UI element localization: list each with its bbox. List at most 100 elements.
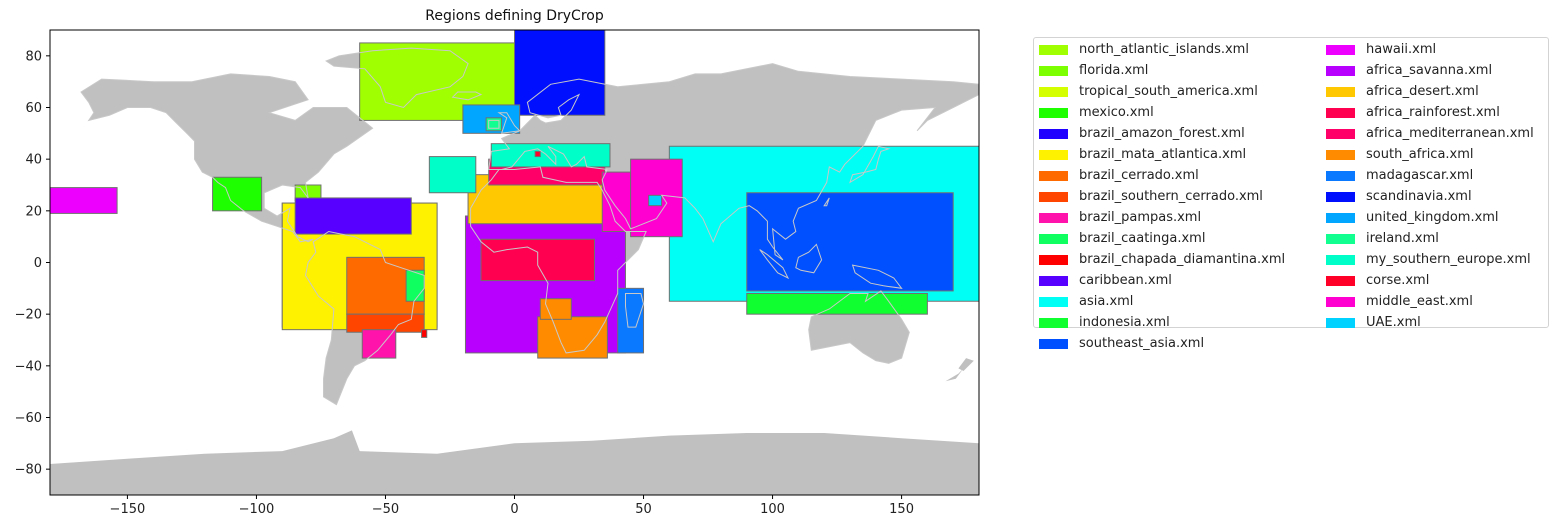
- legend-label: caribbean.xml: [1079, 273, 1172, 288]
- x-tick-label: 0: [510, 502, 518, 517]
- region-box: [428, 156, 477, 194]
- x-tick-label: −100: [239, 502, 275, 517]
- legend-swatch: [1039, 149, 1068, 160]
- legend-swatch: [1039, 254, 1068, 265]
- legend-swatch: [1326, 44, 1355, 55]
- legend-swatch: [1039, 107, 1068, 118]
- legend-label: africa_rainforest.xml: [1366, 105, 1500, 120]
- coastline: [488, 63, 979, 261]
- legend-item: brazil_mata_atlantica.xml: [1039, 144, 1246, 165]
- landmass: [945, 368, 964, 382]
- legend-swatch: [1039, 212, 1068, 223]
- legend-item: south_africa.xml: [1326, 144, 1474, 165]
- region-box: [534, 150, 541, 158]
- legend-label: africa_desert.xml: [1366, 84, 1479, 99]
- legend-item: indonesia.xml: [1039, 312, 1170, 333]
- legend-label: north_atlantic_islands.xml: [1079, 42, 1249, 57]
- legend-item: florida.xml: [1039, 60, 1148, 81]
- legend-label: ireland.xml: [1366, 231, 1439, 246]
- coastline: [497, 112, 521, 134]
- legend-label: brazil_chapada_diamantina.xml: [1079, 252, 1286, 267]
- coastline: [808, 290, 910, 364]
- region-box: [746, 293, 928, 315]
- region-box: [746, 192, 954, 292]
- y-tick-label: −80: [15, 463, 42, 478]
- x-tick-label: −150: [110, 502, 146, 517]
- legend-swatch: [1326, 317, 1355, 328]
- legend: north_atlantic_islands.xml florida.xml tro…: [1033, 37, 1549, 351]
- legend-item: brazil_amazon_forest.xml: [1039, 123, 1245, 144]
- legend-item: southeast_asia.xml: [1039, 333, 1204, 354]
- legend-swatch: [1326, 191, 1355, 202]
- legend-label: corse.xml: [1366, 273, 1430, 288]
- legend-item: north_atlantic_islands.xml: [1039, 39, 1249, 60]
- legend-item: africa_rainforest.xml: [1326, 102, 1500, 123]
- legend-label: united_kingdom.xml: [1366, 210, 1499, 225]
- x-tick-label: 100: [760, 502, 785, 517]
- legend-item: asia.xml: [1039, 291, 1133, 312]
- chart-title: Regions defining DryCrop: [425, 8, 604, 24]
- legend-swatch: [1039, 86, 1068, 97]
- legend-item: middle_east.xml: [1326, 291, 1473, 312]
- legend-label: south_africa.xml: [1366, 147, 1474, 162]
- legend-item: tropical_south_america.xml: [1039, 81, 1258, 102]
- x-tick-label: −50: [372, 502, 399, 517]
- coastline: [488, 119, 500, 129]
- coastline: [849, 145, 891, 184]
- legend-label: tropical_south_america.xml: [1079, 84, 1258, 99]
- region-box: [485, 117, 503, 132]
- legend-label: brazil_amazon_forest.xml: [1079, 126, 1245, 141]
- y-tick-label: −60: [15, 411, 42, 426]
- legend-label: brazil_southern_cerrado.xml: [1079, 189, 1263, 204]
- legend-item: brazil_southern_cerrado.xml: [1039, 186, 1263, 207]
- coastline: [470, 166, 647, 354]
- y-tick-label: −20: [15, 308, 42, 323]
- y-tick-label: 40: [25, 153, 42, 168]
- legend-item: caribbean.xml: [1039, 270, 1172, 291]
- coastline: [80, 73, 374, 243]
- y-tick-label: −40: [15, 359, 42, 374]
- legend-item: brazil_cerrado.xml: [1039, 165, 1199, 186]
- legend-label: brazil_cerrado.xml: [1079, 168, 1199, 183]
- legend-item: africa_desert.xml: [1326, 81, 1479, 102]
- legend-label: hawaii.xml: [1366, 42, 1437, 57]
- legend-label: brazil_pampas.xml: [1079, 210, 1202, 225]
- landmass: [81, 73, 373, 242]
- regions-layer: [50, 30, 979, 359]
- legend-item: UAE.xml: [1326, 312, 1421, 333]
- legend-label: UAE.xml: [1366, 315, 1421, 330]
- legend-swatch: [1326, 275, 1355, 286]
- legend-swatch: [1039, 128, 1068, 139]
- legend-item: hawaii.xml: [1326, 39, 1436, 60]
- region-box: [421, 329, 428, 338]
- legend-label: scandinavia.xml: [1366, 189, 1472, 204]
- region-box: [361, 329, 397, 359]
- coastline: [851, 264, 903, 289]
- legend-label: asia.xml: [1079, 294, 1134, 309]
- legend-label: africa_savanna.xml: [1366, 63, 1493, 78]
- coastline: [325, 47, 469, 109]
- legend-label: middle_east.xml: [1366, 294, 1473, 309]
- legend-swatch: [1039, 191, 1068, 202]
- legend-label: africa_mediterranean.xml: [1366, 126, 1534, 141]
- legend-swatch: [1326, 128, 1355, 139]
- region-box: [537, 316, 608, 359]
- region-box: [648, 194, 663, 207]
- x-tick-label: 50: [635, 502, 652, 517]
- legend-swatch: [1039, 233, 1068, 244]
- y-tick-label: 80: [25, 49, 42, 64]
- legend-swatch: [1326, 107, 1355, 118]
- legend-swatch: [1326, 149, 1355, 160]
- coastline: [759, 249, 790, 280]
- y-tick-label: 20: [25, 204, 42, 219]
- legend-swatch: [1326, 170, 1355, 181]
- legend-label: indonesia.xml: [1079, 315, 1170, 330]
- legend-swatch: [1326, 212, 1355, 223]
- legend-swatch: [1039, 275, 1068, 286]
- legend-label: southeast_asia.xml: [1079, 336, 1205, 351]
- legend-swatch: [1039, 44, 1068, 55]
- legend-swatch: [1039, 317, 1068, 328]
- legend-item: africa_savanna.xml: [1326, 60, 1492, 81]
- legend-swatch: [1326, 65, 1355, 76]
